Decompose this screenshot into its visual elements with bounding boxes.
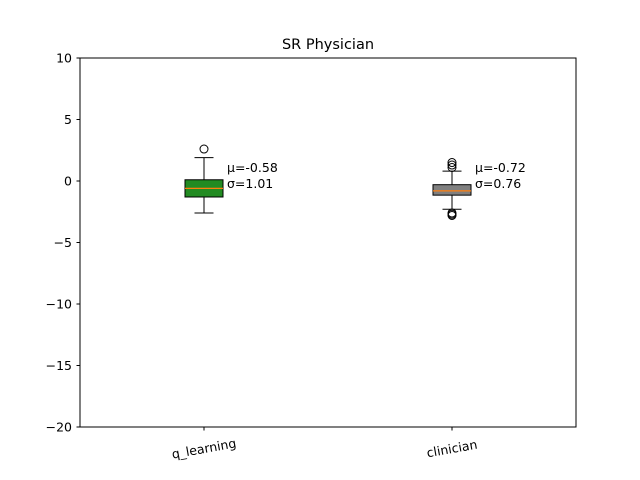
outlier-point — [447, 162, 457, 172]
chart-title: SR Physician — [282, 37, 374, 53]
y-tick-label: 5 — [64, 112, 72, 127]
x-tick-label: q_learning — [171, 435, 238, 461]
y-tick-label: −15 — [46, 358, 72, 373]
outlier-point — [447, 158, 457, 168]
std-annotation: σ=1.01 — [227, 176, 273, 191]
box-iqr — [432, 184, 472, 196]
std-annotation: σ=0.76 — [475, 176, 521, 191]
axes: 10 5 0 −5 −10 −15 −20 q_learning clinician — [46, 51, 479, 462]
x-tick-label: clinician — [425, 437, 478, 461]
mean-annotation: μ=-0.72 — [475, 160, 526, 175]
y-tick-label: −10 — [46, 297, 72, 312]
y-tick-label: −20 — [46, 420, 72, 435]
outlier-point — [447, 160, 457, 170]
y-tick-label: 10 — [56, 51, 72, 66]
axes-frame — [79, 57, 577, 428]
box-group-q-learning: μ=-0.58σ=1.01 — [184, 144, 278, 214]
outlier-point — [447, 210, 457, 220]
box-group-clinician: μ=-0.72σ=0.76 — [432, 158, 526, 220]
plot-area: μ=-0.58σ=1.01 μ=-0.72σ=0.76 — [184, 144, 526, 220]
y-tick-label: 0 — [64, 174, 72, 189]
outlier-point — [199, 144, 209, 154]
mean-annotation: μ=-0.58 — [227, 160, 278, 175]
y-tick-label: −5 — [54, 235, 72, 250]
